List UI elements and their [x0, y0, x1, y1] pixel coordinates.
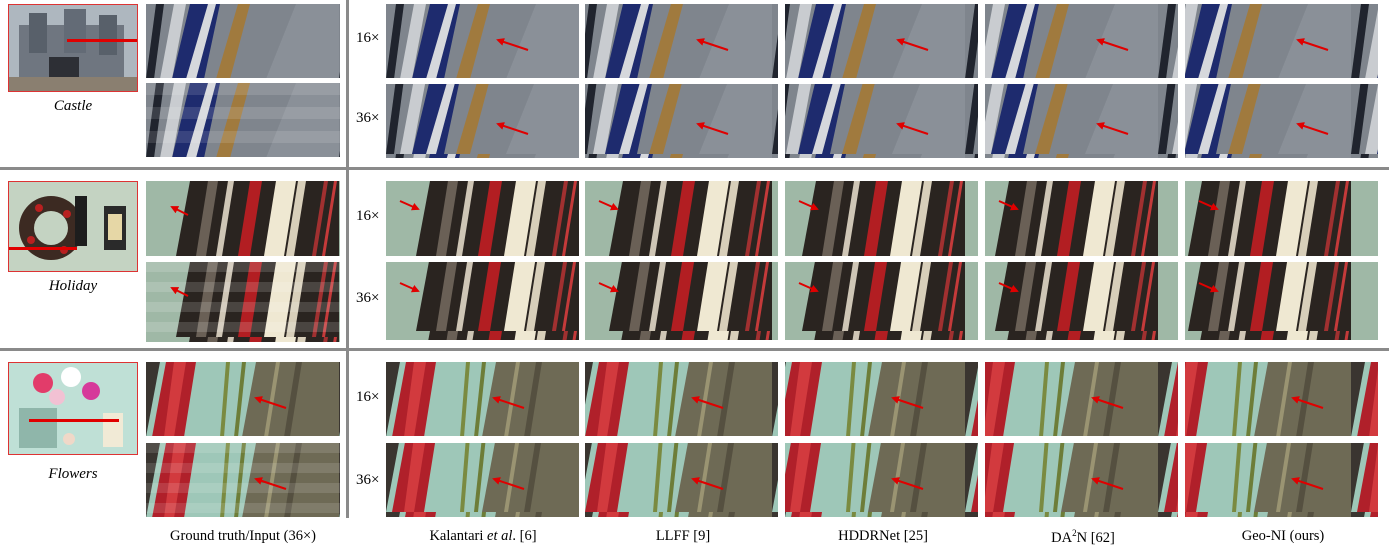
column-label-da2n: DA2N [62] — [983, 528, 1183, 547]
castle-thumbnail — [8, 4, 138, 92]
da2n-prefix: DA — [1051, 529, 1073, 546]
scale-16x: 16× — [356, 389, 380, 405]
kalantari-et-al: et al — [487, 528, 513, 544]
scene-name-castle: Castle — [53, 98, 93, 114]
castle-gt-patch — [146, 4, 340, 78]
holiday-thumbnail — [8, 181, 138, 272]
holiday-input-patch — [146, 262, 340, 342]
column-label-geo-ni: Geo-NI (ours) — [1241, 528, 1325, 544]
scene-name-holiday: Holiday — [48, 278, 98, 294]
scale-36x: 36× — [356, 472, 380, 488]
flowers-vase-icon — [9, 363, 137, 454]
castle-scene-icon — [9, 5, 137, 91]
da2n-suffix: N [62] — [1076, 529, 1115, 546]
scene-name-flowers: Flowers — [48, 466, 98, 482]
flowers-input-patch — [146, 443, 340, 517]
scale-16x: 16× — [356, 208, 380, 224]
scale-36x: 36× — [356, 290, 380, 306]
scale-16x: 16× — [356, 30, 380, 46]
column-label-hddrnet: HDDRNet [25] — [838, 528, 928, 544]
row-separator-2 — [0, 348, 1389, 351]
flowers-method-patches — [386, 362, 1386, 518]
flowers-gt-patch — [146, 362, 340, 436]
flowers-thumbnail — [8, 362, 138, 455]
column-label-kalantari: Kalantari et al. [6] — [383, 528, 583, 545]
column-label-ground-truth: Ground truth/Input (36×) — [170, 528, 316, 544]
castle-input-patch — [146, 83, 340, 157]
holiday-method-patches — [386, 181, 1386, 343]
holiday-wreath-icon — [9, 182, 137, 271]
kalantari-ref: . [6] — [512, 528, 537, 544]
scale-36x: 36× — [356, 110, 380, 126]
kalantari-name: Kalantari — [429, 528, 488, 544]
vertical-separator — [346, 0, 349, 518]
da2n-superscript: 2 — [1072, 528, 1077, 538]
castle-method-patches — [386, 4, 1386, 160]
holiday-gt-patch — [146, 181, 340, 256]
row-separator-1 — [0, 167, 1389, 170]
column-label-llff: LLFF [9] — [655, 528, 711, 544]
